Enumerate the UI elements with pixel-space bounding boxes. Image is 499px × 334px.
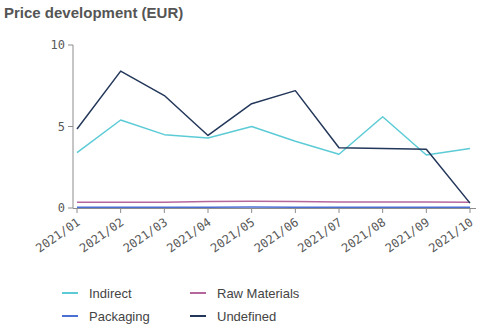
legend-item: Indirect [62, 286, 132, 301]
legend-swatch [62, 315, 78, 317]
chart: Price development (EUR)05102021/012021/0… [0, 0, 499, 334]
y-tick [68, 126, 73, 127]
legend-label: Raw Materials [217, 286, 300, 301]
series-line [77, 206, 470, 208]
x-tick-label: 2021/02 [77, 215, 126, 255]
legend-swatch [62, 292, 78, 294]
x-tick [295, 209, 296, 213]
y-tick-label: 5 [58, 120, 65, 134]
series-line [77, 201, 470, 202]
x-tick [77, 209, 78, 213]
x-tick-label: 2021/07 [295, 215, 344, 255]
legend-label: Undefined [217, 309, 276, 324]
y-tick [68, 45, 73, 46]
legend-swatch [190, 315, 206, 317]
x-tick [339, 209, 340, 213]
plot-area [77, 71, 470, 207]
x-tick [164, 209, 165, 213]
x-tick [426, 209, 427, 213]
y-tick-label: 10 [51, 38, 65, 52]
x-tick-label: 2021/03 [121, 215, 170, 255]
y-tick-label: 0 [58, 201, 65, 215]
x-tick-label: 2021/01 [33, 215, 82, 255]
legend-item: Packaging [62, 309, 150, 324]
x-axis [73, 208, 476, 209]
x-tick [208, 209, 209, 213]
x-tick [470, 209, 471, 213]
x-tick-label: 2021/05 [208, 215, 257, 255]
title: Price development (EUR) [4, 4, 183, 21]
legend-label: Indirect [89, 286, 132, 301]
x-tick [120, 209, 121, 213]
x-tick-label: 2021/04 [164, 215, 213, 255]
legend-item: Raw Materials [190, 286, 300, 301]
x-tick-label: 2021/09 [383, 215, 432, 255]
x-tick-label: 2021/06 [252, 215, 301, 255]
y-tick [68, 208, 73, 209]
x-tick-label: 2021/10 [426, 215, 475, 255]
x-tick [382, 209, 383, 213]
x-tick [251, 209, 252, 213]
x-tick-label: 2021/08 [339, 215, 388, 255]
series-line [77, 71, 470, 203]
legend-item: Undefined [190, 309, 276, 324]
legend-swatch [190, 292, 206, 294]
legend-label: Packaging [89, 309, 150, 324]
